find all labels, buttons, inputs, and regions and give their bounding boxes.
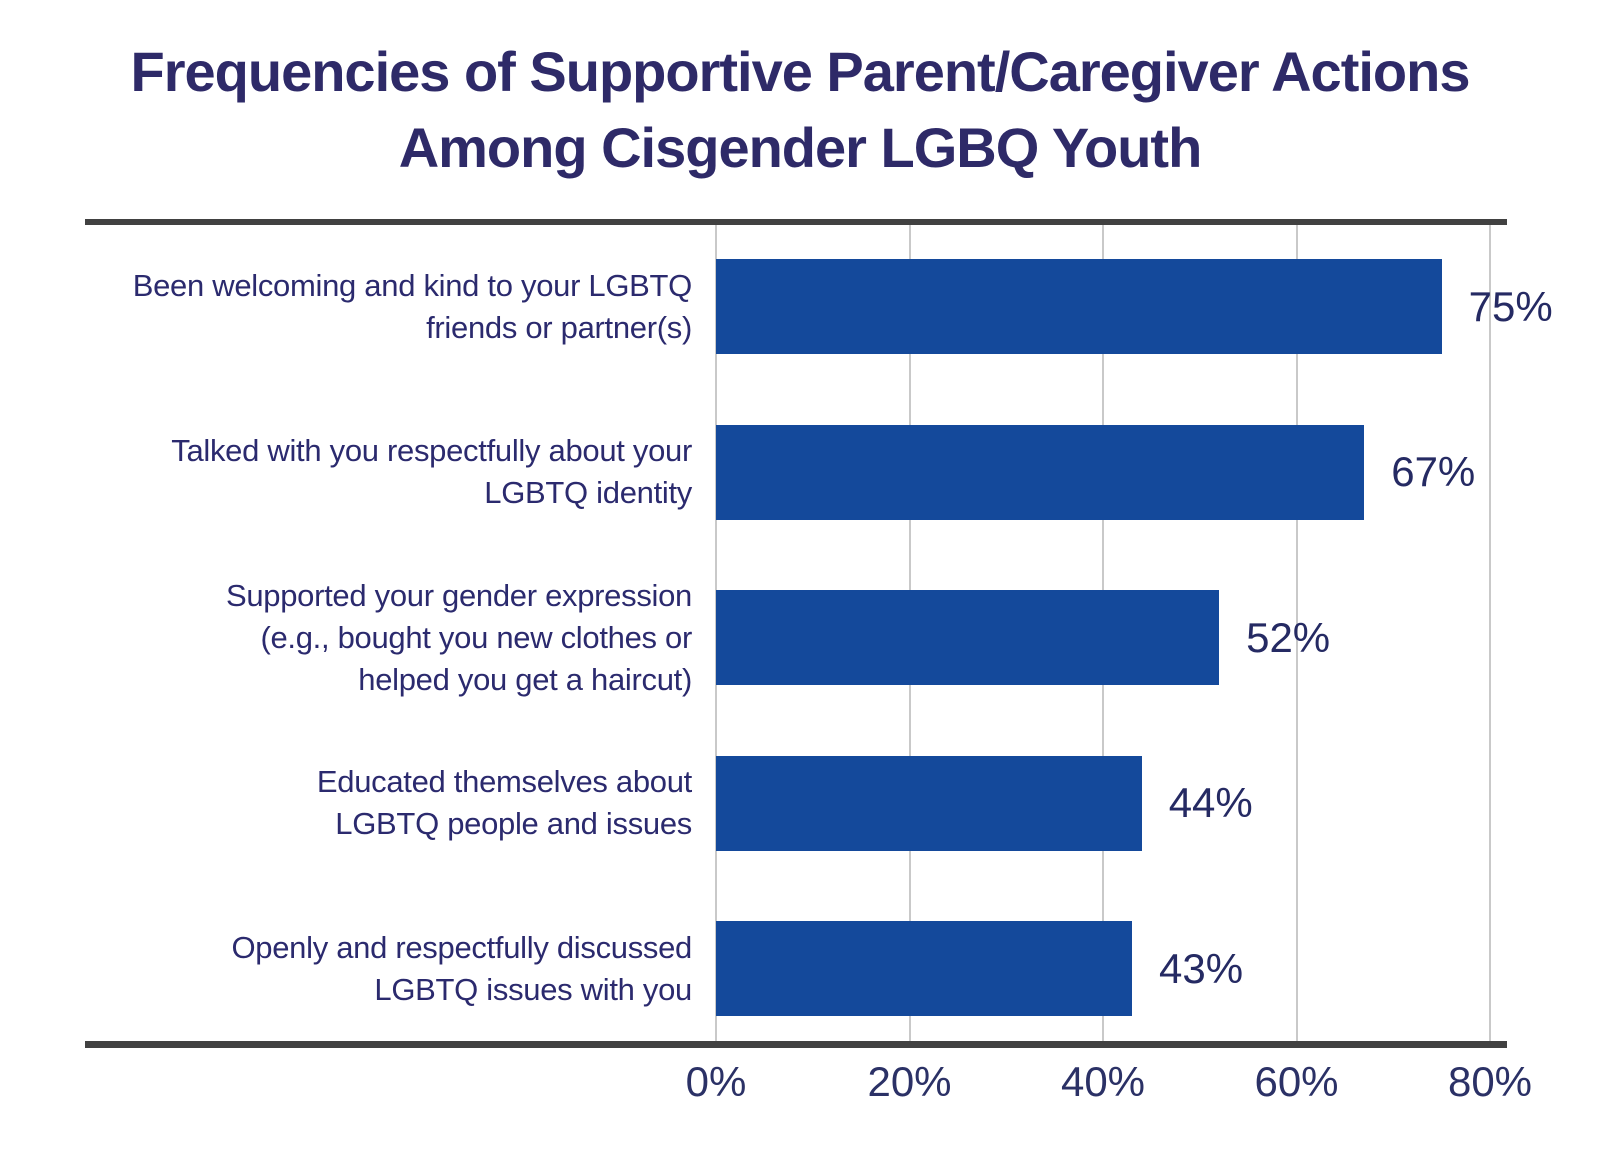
- chart-title: Frequencies of Supportive Parent/Caregiv…: [130, 40, 1471, 179]
- x-tick-label: 0%: [685, 1058, 747, 1105]
- category-label: Openly and respectfully discussed LGBTQ …: [231, 929, 692, 1007]
- category-label: Educated themselves about LGBTQ people a…: [316, 764, 692, 842]
- bar-value-label: 67%: [1391, 448, 1476, 496]
- x-tick-label: 40%: [1060, 1058, 1146, 1105]
- title-divider-line: [85, 219, 1507, 225]
- bar-value-label: 52%: [1246, 613, 1331, 661]
- category-label: Supported your gender expression (e.g., …: [225, 577, 692, 697]
- bar: [716, 424, 1365, 520]
- bar: [716, 590, 1220, 686]
- bar: [716, 921, 1133, 1017]
- x-tick-label: 60%: [1254, 1058, 1339, 1105]
- category-label: Been welcoming and kind to your LGBTQ fr…: [132, 267, 693, 345]
- bar: [716, 259, 1442, 355]
- x-tick-label: 20%: [867, 1058, 952, 1105]
- bar: [716, 755, 1142, 851]
- gridline-60pct: [1295, 225, 1298, 1041]
- bar-value-label: 75%: [1468, 282, 1553, 330]
- bar-value-label: 43%: [1159, 944, 1244, 992]
- gridline-80pct: [1489, 225, 1491, 1041]
- bar-value-label: 44%: [1168, 779, 1253, 827]
- x-axis-line: [85, 1041, 1507, 1048]
- x-tick-label: 80%: [1447, 1058, 1533, 1105]
- category-label: Talked with you respectfully about your …: [171, 433, 692, 511]
